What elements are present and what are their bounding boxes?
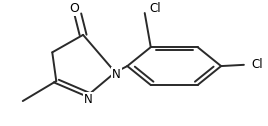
Text: O: O — [69, 2, 79, 15]
Text: N: N — [112, 68, 121, 81]
Text: N: N — [84, 93, 92, 106]
Text: Cl: Cl — [251, 58, 263, 71]
Text: Cl: Cl — [150, 2, 161, 14]
